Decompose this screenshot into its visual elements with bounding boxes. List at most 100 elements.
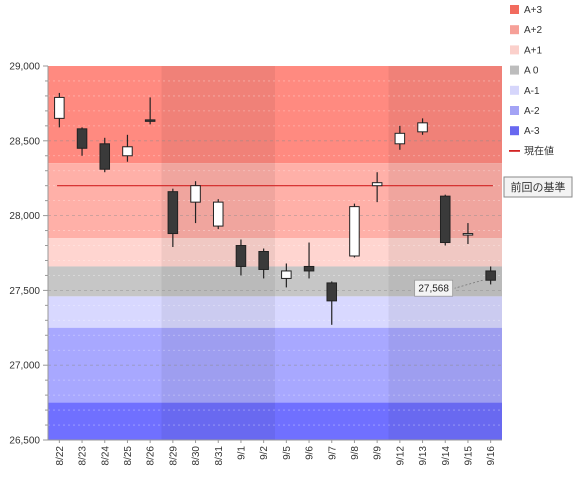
x-tick-label: 8/24	[100, 446, 111, 466]
legend-current-label: 現在値	[524, 144, 554, 157]
x-tick-label: 9/1	[236, 446, 247, 460]
x-tick-label: 8/23	[78, 446, 89, 466]
week-shade-1	[388, 66, 502, 440]
candle-body-down	[485, 270, 496, 281]
legend-label-3: A 0	[524, 66, 539, 77]
candle-body-up	[417, 122, 428, 133]
x-tick-label: 9/6	[305, 446, 316, 460]
candle	[417, 118, 428, 135]
legend-label-1: A+2	[524, 25, 543, 36]
legend-label-6: A-3	[524, 126, 540, 137]
x-tick-label: 9/12	[395, 446, 406, 466]
candle	[167, 188, 179, 248]
candle-body-up	[54, 96, 65, 119]
x-tick-label: 9/16	[486, 446, 497, 466]
candle-body-up	[212, 201, 224, 227]
x-tick-label: 9/7	[327, 446, 338, 460]
x-tick-label: 9/5	[282, 446, 293, 460]
candle-body-down	[258, 251, 269, 270]
x-tick-label: 8/31	[214, 446, 225, 466]
legend-swatch-4	[510, 85, 519, 95]
legend-swatch-3	[510, 65, 519, 75]
candle	[54, 92, 65, 128]
week-shade-0	[161, 66, 275, 440]
y-tick-label: 27,000	[9, 361, 40, 372]
legend-label-5: A-2	[524, 106, 540, 117]
band-6	[48, 402, 502, 440]
band-2	[48, 238, 502, 267]
legend-label-0: A+3	[524, 5, 543, 16]
candle	[349, 203, 360, 258]
legend-swatch-1	[510, 25, 519, 35]
candle	[122, 134, 133, 162]
candle-layer	[54, 92, 496, 325]
legend-swatch-2	[510, 45, 519, 55]
x-tick-label: 8/29	[168, 446, 179, 466]
candle-body-up	[394, 132, 406, 145]
x-tick-label: 9/14	[441, 446, 452, 466]
last-price-label: 27,568	[418, 284, 449, 295]
x-tick-label: 9/9	[373, 446, 384, 460]
candle-body-up	[122, 146, 133, 157]
candle-body-down	[303, 265, 315, 272]
band-4	[48, 296, 502, 328]
candle	[212, 199, 224, 230]
x-tick-label: 9/13	[418, 446, 429, 466]
candle	[190, 181, 201, 224]
candle-body-up	[281, 270, 292, 279]
candle	[394, 125, 406, 150]
candle	[76, 127, 88, 156]
reference-button-label[interactable]: 前回の基準	[511, 180, 566, 194]
candle-body-down	[99, 143, 111, 170]
legend-label-2: A+1	[524, 45, 543, 56]
last-price-leader	[454, 279, 483, 289]
reference-button-box[interactable]	[503, 176, 573, 198]
x-tick-label: 8/26	[146, 446, 157, 466]
y-tick-label: 28,000	[9, 211, 40, 222]
legend-label-4: A-1	[524, 86, 540, 97]
candle-body-down	[326, 282, 338, 302]
week-shading-layer	[161, 66, 502, 440]
candle	[281, 263, 292, 288]
x-tick-label: 8/30	[191, 446, 202, 466]
candle-body-down	[235, 245, 247, 267]
candle	[144, 97, 156, 125]
x-tick-label: 9/8	[350, 446, 361, 460]
candle	[258, 248, 269, 279]
candle-body-up	[349, 206, 360, 257]
last-price-box	[414, 279, 454, 297]
candle	[462, 223, 474, 245]
x-tick-label: 8/25	[123, 446, 134, 466]
x-tick-label: 9/15	[463, 446, 474, 466]
candle-body-down	[167, 191, 179, 235]
y-tick-label: 28,500	[9, 136, 40, 147]
candle	[485, 266, 496, 285]
candle	[303, 242, 315, 279]
candle-body-up	[371, 182, 383, 187]
candle	[99, 137, 111, 173]
reference-button[interactable]: 前回の基準	[503, 176, 573, 198]
last-price-layer: 27,568	[414, 279, 483, 297]
y-tick-label: 26,500	[9, 436, 40, 447]
legend: A+3 A+2 A+1 A 0 A-1 A-2 A-3 現在値	[509, 5, 554, 157]
candle	[371, 172, 383, 203]
grid-layer	[48, 80, 502, 426]
candle	[326, 281, 338, 325]
axis-layer: 26,500 27,000 27,500 28,000 28,500 29,000 8/22…	[9, 62, 502, 466]
band-1	[48, 163, 502, 239]
candle-body-up	[190, 185, 201, 203]
candle	[235, 239, 247, 276]
candle-body-down	[144, 119, 156, 122]
y-tick-label: 29,000	[9, 62, 40, 73]
legend-swatch-5	[510, 106, 519, 115]
legend-swatch-0	[510, 5, 519, 14]
x-tick-label: 9/2	[259, 446, 270, 460]
candle	[439, 194, 451, 246]
candle-body-down	[439, 195, 451, 244]
x-tick-label: 8/22	[55, 446, 66, 466]
candle-body-up	[462, 233, 474, 236]
y-tick-label: 27,500	[9, 286, 40, 297]
candle-body-down	[76, 128, 88, 149]
legend-swatch-6	[510, 126, 519, 136]
